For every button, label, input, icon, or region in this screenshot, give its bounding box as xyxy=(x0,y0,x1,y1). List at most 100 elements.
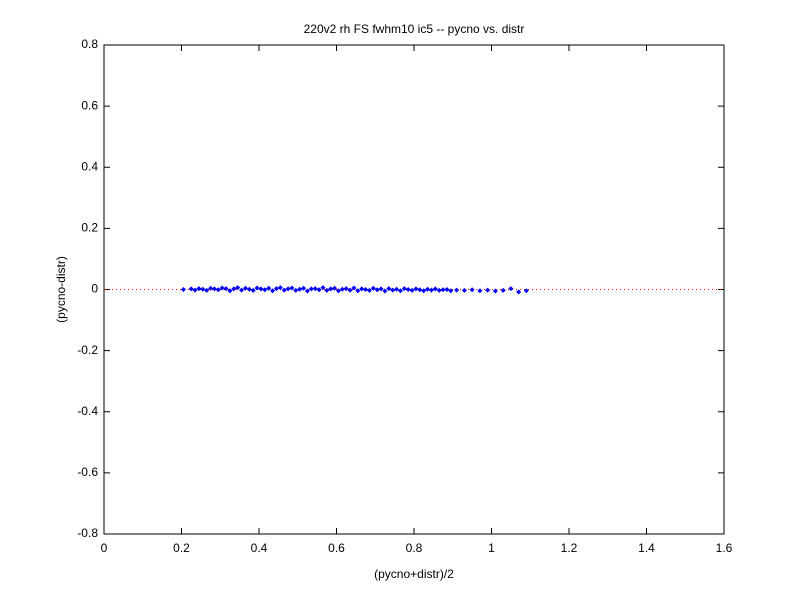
point xyxy=(378,286,384,292)
point xyxy=(304,288,310,294)
x-tick-label: 1.2 xyxy=(561,541,578,555)
point xyxy=(332,285,338,291)
y-tick-label: -0.2 xyxy=(77,343,98,357)
point xyxy=(242,285,248,291)
point xyxy=(215,287,221,293)
point xyxy=(436,287,442,293)
point xyxy=(382,288,388,294)
point xyxy=(461,287,467,293)
point xyxy=(219,285,225,291)
point xyxy=(370,285,376,291)
point xyxy=(281,287,287,293)
point xyxy=(239,287,245,293)
point xyxy=(196,286,202,292)
point xyxy=(523,288,529,294)
point xyxy=(180,287,186,292)
point xyxy=(308,286,314,292)
x-tick-label: 0.8 xyxy=(406,541,423,555)
y-tick-label: 0.6 xyxy=(81,98,98,112)
point xyxy=(250,287,256,293)
x-tick-label: 0.4 xyxy=(251,541,268,555)
y-tick-label: 0 xyxy=(91,282,98,296)
point xyxy=(366,287,372,293)
point xyxy=(508,286,514,292)
point xyxy=(492,288,498,294)
y-tick-label: -0.8 xyxy=(77,526,98,540)
point xyxy=(320,285,326,291)
point xyxy=(277,285,283,291)
y-tick-label: 0.8 xyxy=(81,37,98,51)
point xyxy=(394,286,400,292)
x-tick-label: 0.6 xyxy=(328,541,345,555)
point xyxy=(485,287,491,293)
point xyxy=(444,287,450,292)
point xyxy=(227,288,233,294)
point xyxy=(516,289,522,295)
point xyxy=(347,287,353,293)
point xyxy=(454,287,460,293)
point xyxy=(374,287,380,293)
point xyxy=(231,286,237,292)
point xyxy=(390,287,396,293)
point xyxy=(351,285,357,291)
point xyxy=(208,285,214,291)
point xyxy=(477,288,483,294)
point xyxy=(188,286,194,292)
point xyxy=(335,288,341,294)
point xyxy=(359,286,365,292)
point xyxy=(328,286,334,292)
point xyxy=(192,287,198,293)
point xyxy=(316,287,322,293)
point xyxy=(324,287,330,293)
point xyxy=(312,286,318,292)
point xyxy=(246,286,252,292)
chart-title: 220v2 rh FS fwhm10 ic5 -- pycno vs. dist… xyxy=(304,22,525,36)
point xyxy=(266,285,272,291)
y-tick-label: -0.6 xyxy=(77,465,98,479)
x-tick-label: 0.2 xyxy=(173,541,190,555)
point xyxy=(235,285,241,291)
point xyxy=(428,287,434,293)
point xyxy=(297,286,303,292)
x-tick-label: 1.6 xyxy=(716,541,733,555)
point xyxy=(262,287,268,293)
point xyxy=(258,286,264,292)
y-tick-label: -0.4 xyxy=(77,404,98,418)
point xyxy=(293,287,299,293)
x-tick-label: 1 xyxy=(488,541,495,555)
point xyxy=(397,288,403,294)
point xyxy=(448,288,454,294)
point xyxy=(200,286,206,292)
point xyxy=(500,287,506,293)
y-tick-label: 0.4 xyxy=(81,159,98,173)
point xyxy=(254,285,260,291)
point xyxy=(211,286,217,292)
point xyxy=(413,286,419,292)
point xyxy=(405,287,411,292)
point xyxy=(363,287,369,292)
point xyxy=(339,286,345,292)
x-tick-label: 0 xyxy=(101,541,108,555)
point xyxy=(401,286,407,292)
point xyxy=(425,286,431,292)
point xyxy=(469,287,475,293)
point xyxy=(270,288,276,294)
point xyxy=(301,285,307,291)
point xyxy=(440,287,446,293)
x-tick-label: 1.4 xyxy=(638,541,655,555)
x-axis-label: (pycno+distr)/2 xyxy=(374,567,454,581)
y-tick-label: 0.2 xyxy=(81,221,98,235)
point xyxy=(417,287,423,293)
point xyxy=(204,287,210,293)
point xyxy=(289,285,295,291)
point xyxy=(355,288,361,294)
point xyxy=(421,288,427,294)
point xyxy=(343,286,349,292)
point xyxy=(409,287,415,293)
point xyxy=(432,286,438,292)
point xyxy=(273,286,279,292)
point xyxy=(386,286,392,292)
y-axis-label: (pycno-distr) xyxy=(54,256,68,323)
